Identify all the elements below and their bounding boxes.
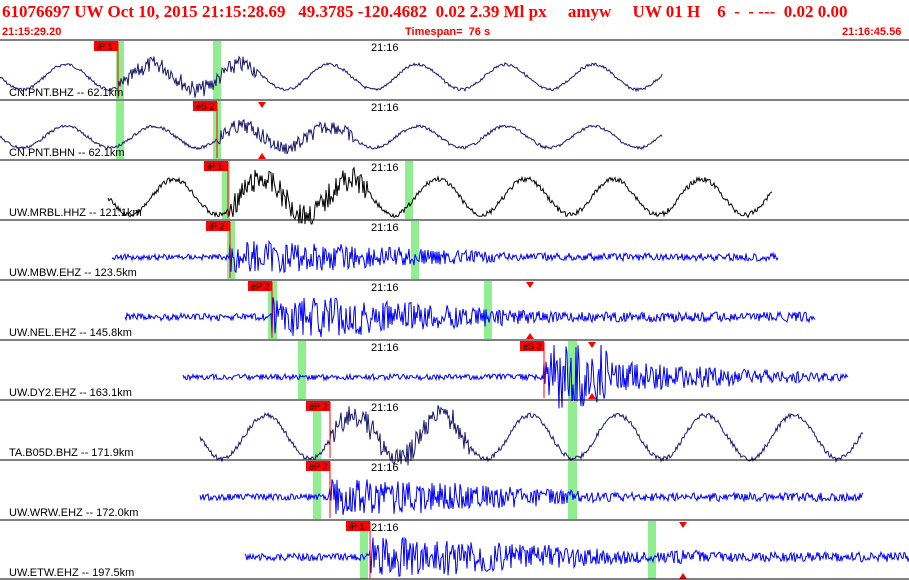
- waveform[interactable]: [0, 119, 663, 155]
- trace-row[interactable]: eP 2 21:16 UW.NEL.EHZ -- 145.8km: [0, 279, 909, 339]
- pick-window: [116, 41, 124, 99]
- time-label: 21:16: [371, 342, 399, 354]
- arrival-marker-icon: [588, 393, 596, 399]
- station-label: UW.ETW.EHZ -- 197.5km: [9, 567, 134, 579]
- trace-row[interactable]: eP 2 21:16 UW.WRW.EHZ -- 172.0km: [0, 459, 909, 519]
- phase-label: eP 2: [309, 462, 327, 472]
- arrival-marker-icon: [679, 573, 687, 579]
- station-label: UW.DY2.EHZ -- 163.1km: [9, 387, 132, 399]
- trace-row[interactable]: iP 2 21:16 UW.MBW.EHZ -- 123.5km: [0, 219, 909, 279]
- phase-label-box: [520, 341, 544, 351]
- station-label: UW.MBW.EHZ -- 123.5km: [9, 267, 137, 279]
- time-label: 21:16: [371, 222, 399, 234]
- trace-row[interactable]: eP 2 21:16 TA.B05D.BHZ -- 171.9km: [0, 399, 909, 467]
- time-label: 21:16: [371, 102, 399, 114]
- phase-label: eS 2: [523, 342, 542, 352]
- waveform[interactable]: [124, 297, 816, 338]
- pick-window: [484, 281, 492, 339]
- trace-row[interactable]: iP 1 21:16 UW.ETW.EHZ -- 197.5km: [0, 519, 909, 579]
- trace-row[interactable]: iP 1 21:16 CN.PNT.BHZ -- 62.1km: [0, 39, 909, 99]
- waveform[interactable]: [182, 344, 849, 409]
- station-label: TA.B05D.BHZ -- 171.9km: [9, 447, 134, 459]
- timespan: Timespan= 76 s: [405, 26, 491, 38]
- phase-label: iP 1: [349, 522, 364, 532]
- pick-window: [568, 401, 577, 459]
- pick-window: [298, 341, 306, 399]
- waveform[interactable]: [0, 55, 663, 98]
- phase-label-box: [346, 521, 370, 531]
- phase-label-box: [306, 461, 330, 471]
- station-label: UW.WRW.EHZ -- 172.0km: [9, 507, 138, 519]
- phase-label: iP 1: [207, 162, 222, 172]
- phase-label: eS 2: [196, 102, 215, 112]
- waveform[interactable]: [199, 405, 864, 467]
- station-label: UW.NEL.EHZ -- 145.8km: [9, 327, 132, 339]
- waveform[interactable]: [244, 536, 909, 577]
- pick-window: [405, 161, 413, 219]
- phase-label-box: [94, 41, 118, 51]
- station-label: CN.PNT.BHZ -- 62.1km: [9, 87, 123, 99]
- pick-window: [648, 521, 656, 579]
- phase-label: eP 2: [309, 402, 327, 412]
- pick-window: [568, 461, 577, 519]
- time-label: 21:16: [371, 522, 399, 534]
- time-label: 21:16: [371, 282, 399, 294]
- phase-label-box: [206, 221, 230, 231]
- pick-window: [116, 101, 124, 159]
- time-label: 21:16: [371, 402, 399, 414]
- station-label: CN.PNT.BHN -- 62.1km: [9, 147, 125, 159]
- pick-window: [222, 161, 230, 219]
- start-time: 21:15:29.20: [2, 26, 62, 38]
- arrival-marker-icon: [588, 342, 596, 348]
- phase-label: iP 1: [97, 42, 112, 52]
- phase-label: eP 2: [251, 282, 269, 292]
- trace-row[interactable]: eS 2 21:16 CN.PNT.BHN -- 62.1km: [0, 99, 909, 159]
- phase-label-box: [193, 101, 217, 111]
- time-label: 21:16: [371, 462, 399, 474]
- station-label: UW.MRBL.HHZ -- 121.1km: [9, 207, 142, 219]
- pick-window: [360, 521, 368, 579]
- arrival-marker-icon: [679, 522, 687, 528]
- waveform[interactable]: [111, 239, 779, 274]
- arrival-marker-icon: [526, 282, 534, 288]
- waveform[interactable]: [107, 166, 773, 225]
- trace-row[interactable]: eS 2 21:16 UW.DY2.EHZ -- 163.1km: [0, 339, 909, 409]
- time-label: 21:16: [371, 42, 399, 54]
- waveform[interactable]: [199, 479, 864, 515]
- phase-label-box: [204, 161, 228, 171]
- phase-label-box: [306, 401, 330, 411]
- pick-window: [313, 461, 321, 519]
- trace-row[interactable]: iP 1 21:16 UW.MRBL.HHZ -- 121.1km: [0, 159, 909, 225]
- pick-window: [213, 41, 221, 99]
- end-time: 21:16:45.56: [842, 26, 902, 38]
- time-label: 21:16: [371, 162, 399, 174]
- pick-window: [568, 341, 577, 399]
- pick-window: [411, 221, 419, 279]
- phase-label: iP 2: [209, 222, 224, 232]
- arrival-marker-icon: [258, 153, 266, 159]
- event-header-title: 61076697 UW Oct 10, 2015 21:15:28.69 49.…: [2, 2, 848, 21]
- phase-label-box: [248, 281, 272, 291]
- arrival-marker-icon: [526, 333, 534, 339]
- arrival-marker-icon: [258, 102, 266, 108]
- pick-window: [313, 401, 321, 459]
- pick-window: [227, 221, 235, 279]
